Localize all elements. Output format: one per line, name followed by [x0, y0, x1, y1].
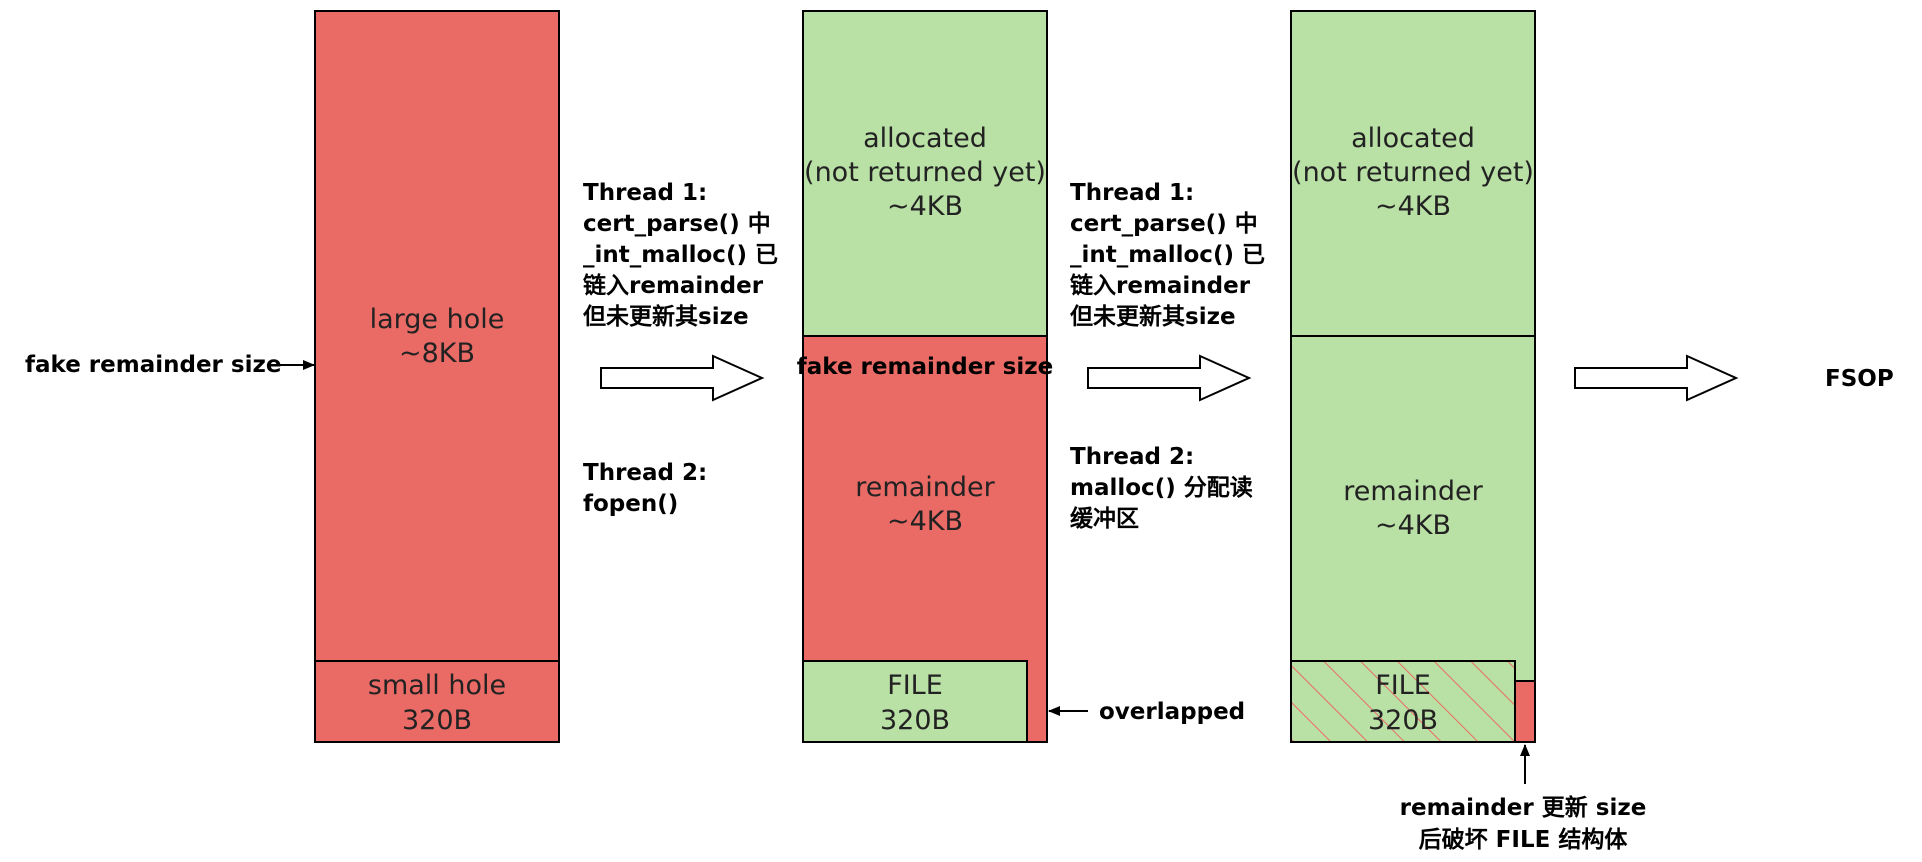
remainder-size: ~4KB — [887, 506, 963, 537]
step1-thread2-title: Thread 2: — [583, 460, 707, 486]
step2-thread1-line3: _int_malloc() 已 — [1070, 242, 1265, 268]
step1-annotation: Thread 1: cert_parse() 中 _int_malloc() 已… — [583, 180, 778, 517]
small-hole-label: small hole — [368, 670, 506, 701]
file-block — [802, 660, 1028, 743]
step2-thread1-line2: cert_parse() 中 — [1070, 211, 1258, 237]
corruption-note-line1: remainder 更新 size — [1400, 794, 1647, 821]
step1-transition-arrow — [600, 354, 765, 402]
memory-column-corrupted: allocated (not returned yet) ~4KB remain… — [1290, 10, 1536, 743]
allocated-size: ~4KB — [887, 191, 963, 222]
overlapped-label: overlapped — [1099, 699, 1245, 725]
memory-column-initial: large hole ~8KB small hole 320B — [314, 10, 560, 743]
remainder-label-final: remainder — [1343, 476, 1483, 507]
remainder-size-final: ~4KB — [1375, 510, 1451, 541]
step3-transition-arrow — [1574, 354, 1739, 402]
file-label: FILE — [887, 670, 943, 701]
large-hole-label: large hole — [370, 304, 505, 335]
large-hole-block — [314, 10, 560, 662]
step1-thread1-line5: 但未更新其size — [583, 303, 749, 330]
remainder-size-field-corrupted — [1514, 680, 1536, 743]
step2-thread1-title: Thread 1: — [1070, 180, 1194, 206]
step2-thread2-line3: 缓冲区 — [1070, 505, 1139, 532]
allocated-block — [802, 10, 1048, 337]
step2-thread1-line5: 但未更新其size — [1070, 303, 1236, 330]
remainder-label: remainder — [855, 472, 995, 503]
allocated-size-final: ~4KB — [1375, 191, 1451, 222]
file-label-final: FILE — [1375, 670, 1431, 701]
memory-column-after-fopen: allocated (not returned yet) ~4KB fake r… — [797, 10, 1053, 743]
file-corruption-hatch — [1292, 662, 1514, 741]
large-hole-size: ~8KB — [399, 338, 475, 369]
step2-annotation: Thread 1: cert_parse() 中 _int_malloc() 已… — [1070, 180, 1265, 532]
small-hole-block — [314, 660, 560, 743]
step2-thread1-line4: 链入remainder — [1070, 272, 1251, 299]
step2-thread2-line2: malloc() 分配读 — [1070, 475, 1253, 501]
fsop-label: FSOP — [1825, 366, 1894, 392]
allocated-label-final: allocated — [1351, 123, 1475, 154]
step1-thread1-line4: 链入remainder — [583, 272, 764, 299]
small-hole-size: 320B — [402, 705, 472, 736]
step1-thread2-line2: fopen() — [583, 491, 678, 517]
fake-remainder-size-header: fake remainder size — [797, 354, 1053, 380]
file-size: 320B — [880, 705, 950, 736]
allocated-label: allocated — [863, 123, 987, 154]
step1-thread1-title: Thread 1: — [583, 180, 707, 206]
step2-transition-arrow — [1087, 354, 1252, 402]
allocated-note-final: (not returned yet) — [1292, 157, 1534, 188]
allocated-block-final — [1290, 10, 1536, 337]
allocated-note: (not returned yet) — [804, 157, 1046, 188]
step1-thread1-line3: _int_malloc() 已 — [583, 242, 778, 268]
fake-remainder-size-label: fake remainder size — [25, 352, 281, 378]
step1-thread1-line2: cert_parse() 中 — [583, 211, 771, 237]
file-size-final: 320B — [1368, 705, 1438, 736]
step2-thread2-title: Thread 2: — [1070, 444, 1194, 470]
corruption-note-line2: 后破坏 FILE 结构体 — [1419, 826, 1629, 853]
